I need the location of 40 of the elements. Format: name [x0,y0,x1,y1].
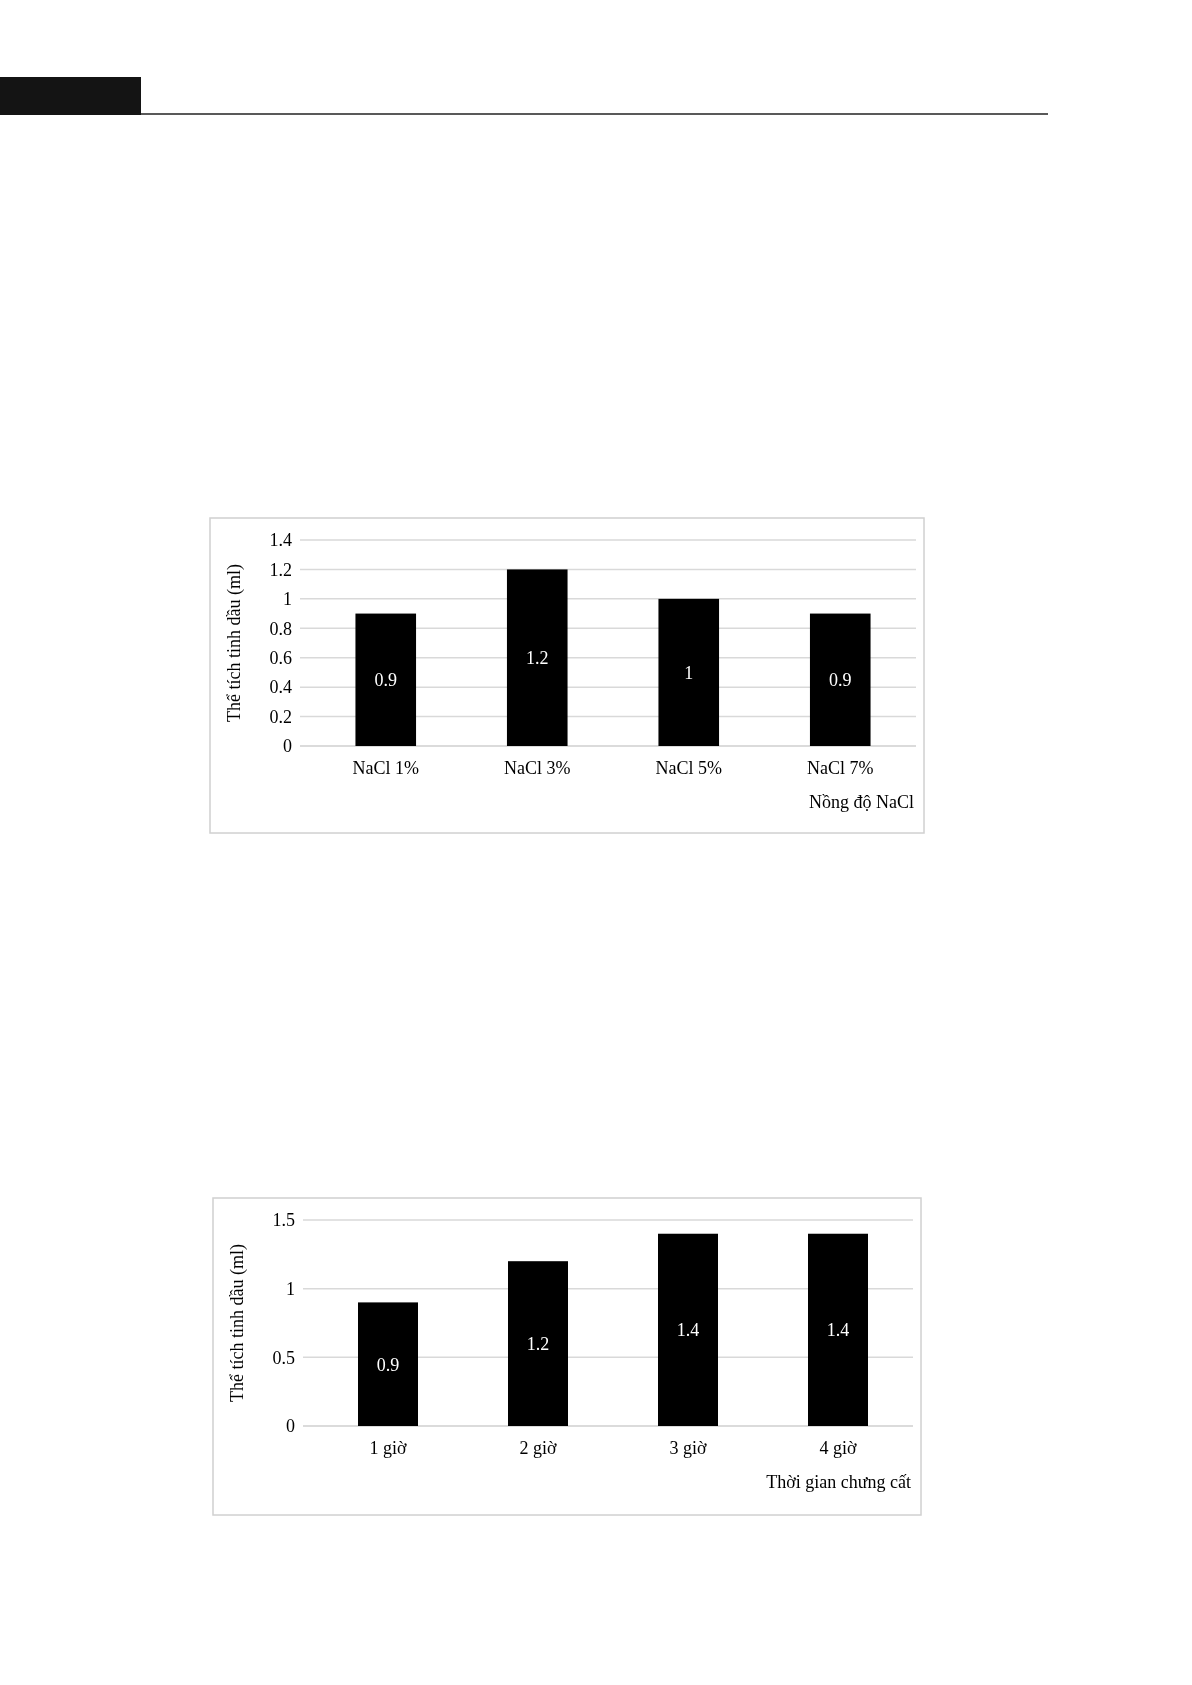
data-label: 0.9 [829,670,852,691]
x-tick-label: NaCl 7% [807,758,874,778]
bar [658,598,720,746]
x-axis-title: Thời gian chưng cất [766,1472,911,1492]
y-tick-label: 0.8 [269,618,292,639]
data-label: 1 [684,662,694,683]
y-tick-label: 0.6 [269,648,292,669]
bar [808,1233,868,1426]
y-tick-label: 1 [283,589,292,610]
y-tick-label: 1.5 [272,1210,295,1231]
data-label: 0.9 [376,1354,400,1375]
data-label: 1.4 [676,1320,700,1341]
x-axis-title: Nồng độ NaCl [809,792,914,812]
y-tick-label: 1.2 [269,559,292,580]
y-tick-label: 0.2 [269,706,292,727]
bar [809,613,871,746]
data-label: 1.2 [526,648,549,669]
x-tick-label: NaCl 5% [655,758,722,778]
x-tick-label: 4 giờ [819,1438,857,1458]
y-tick-label: 1 [286,1278,295,1299]
bar [358,1302,418,1426]
y-axis-title: Thể tích tinh dầu (ml) [224,564,245,722]
y-tick-label: 0 [283,736,292,757]
y-axis-title: Thể tích tinh dầu (ml) [227,1244,248,1402]
x-tick-label: NaCl 1% [352,758,419,778]
y-tick-label: 1.4 [269,530,292,551]
data-label: 0.9 [374,670,397,691]
y-tick-label: 0 [286,1416,295,1437]
data-label: 1.4 [826,1320,850,1341]
data-label: 1.2 [526,1333,550,1354]
bar [355,613,417,746]
bar [506,569,568,746]
x-tick-label: 1 giờ [369,1438,407,1458]
x-tick-label: 3 giờ [669,1438,707,1458]
y-tick-label: 0.5 [272,1347,295,1368]
x-tick-label: NaCl 3% [504,758,571,778]
bar [508,1261,568,1426]
y-tick-label: 0.4 [269,677,292,698]
bar [658,1233,718,1426]
x-tick-label: 2 giờ [519,1438,557,1458]
